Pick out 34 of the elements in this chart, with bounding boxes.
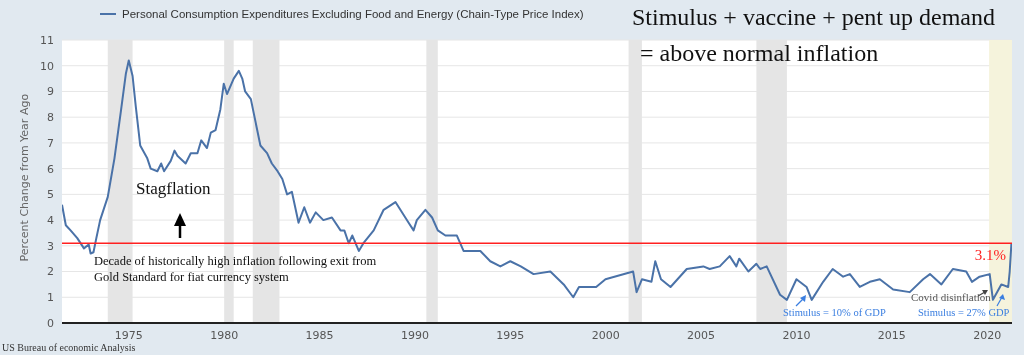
annotation: Stagflation [136,178,211,200]
x-tick-label: 1990 [400,328,429,342]
x-tick-label: 1980 [210,328,239,342]
y-tick-label: 10 [40,59,54,73]
annotation: Stimulus = 27% GDP [918,306,1010,320]
y-tick-label: 7 [47,136,54,150]
y-tick-label: 3 [47,239,54,253]
y-tick-label: 11 [40,33,54,47]
annotation: Decade of historically high inflation following exit from Gold Standard for fiat currency system [94,254,378,286]
x-tick-label: 1995 [496,328,525,342]
x-tick-label: 2010 [782,328,811,342]
x-tick-label: 2005 [687,328,716,342]
y-tick-label: 0 [47,316,54,330]
y-tick-label: 4 [47,214,54,227]
annotation: Stimulus = 10% of GDP [783,306,886,320]
annotation: Covid disinflation [911,291,991,305]
text: US Bureau of economic Analysis [2,342,136,355]
chart-title: Stimulus + vaccine + pent up demand [632,4,995,31]
y-tick-label: 6 [47,162,54,176]
x-tick-label: 2020 [973,328,1002,342]
y-tick-label: 2 [47,265,54,279]
x-tick-label: 2015 [877,328,906,342]
line-series [62,59,1012,301]
y-tick-label: 9 [47,85,54,99]
chart-subtitle: = above normal inflation [640,40,879,67]
x-tick-label: 1975 [114,328,143,342]
y-tick-label: 8 [47,111,54,125]
x-tick-label: 2000 [591,328,620,342]
x-tick-label: 1985 [305,328,334,342]
legend-label: Personal Consumption Expenditures Excluding Food and Energy (Chain-Type Price Index) [122,8,584,20]
ref-line-label: 3.1% [974,246,1006,263]
y-tick-label: 1 [47,291,54,305]
y-axis-title: Percent Change from Year Ago [17,93,31,262]
y-tick-label: 5 [47,188,54,202]
